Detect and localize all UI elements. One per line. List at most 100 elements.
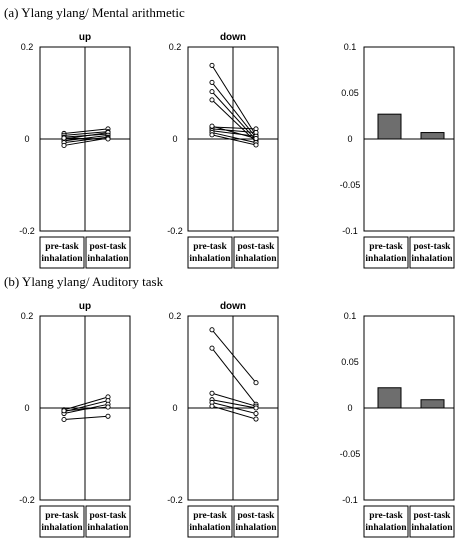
- x-tick-label: inhalation: [189, 523, 231, 533]
- data-point-pre: [209, 403, 215, 409]
- category-box: [39, 236, 85, 269]
- category-box: [233, 236, 279, 269]
- data-point-post: [105, 136, 111, 142]
- data-point-pre: [209, 327, 215, 333]
- x-tick-label: post-task: [414, 242, 452, 252]
- panel-a: (a) Ylang ylang/ Mental arithmetic up 0.2 0…: [4, 5, 455, 269]
- bar-post-task: [420, 399, 445, 409]
- y-tick-label: 0.05: [341, 88, 359, 98]
- x-tick-label: post-task: [90, 242, 128, 252]
- data-point-pre: [209, 79, 215, 85]
- y-tick-label: 0: [24, 134, 29, 144]
- series-segment: [211, 99, 257, 143]
- panel-title: (b) Ylang ylang/ Auditory task: [4, 274, 164, 289]
- x-tick-label: inhalation: [87, 523, 129, 533]
- series-line: [209, 399, 259, 417]
- data-point-pre: [61, 135, 67, 141]
- series-line: [61, 413, 111, 423]
- bar-pre-task: [377, 113, 402, 140]
- series-line: [209, 123, 259, 142]
- series-segment: [63, 415, 109, 420]
- y-tick-label: 0: [347, 403, 352, 413]
- x-tick-label: post-task: [238, 242, 276, 252]
- x-category-box-pre-task: pre-task inhalation: [187, 236, 233, 269]
- category-box: [409, 236, 455, 269]
- y-tick-label: 0.2: [169, 311, 182, 321]
- series-segment: [211, 132, 257, 144]
- category-box: [85, 505, 131, 538]
- bar-chart: 0.10.050-0.05-0.1pre-taskinhalationpost-…: [340, 311, 455, 538]
- x-category-box-pre-task: pre-task inhalation: [39, 505, 85, 538]
- category-box: [39, 505, 85, 538]
- series-segment: [211, 125, 257, 140]
- x-tick-label: inhalation: [235, 523, 277, 533]
- y-tick-label: 0.2: [169, 42, 182, 52]
- data-point-pre: [209, 123, 215, 129]
- bar-chart: 0.10.050-0.05-0.1pre-taskinhalationpost-…: [340, 42, 455, 269]
- data-point-post: [105, 413, 111, 419]
- y-tick-label: 0: [347, 134, 352, 144]
- data-point-post: [105, 404, 111, 410]
- data-point-pre: [209, 132, 215, 138]
- data-point-pre: [61, 416, 67, 423]
- bar-post-task: [420, 132, 445, 140]
- y-tick-label: -0.2: [19, 495, 35, 505]
- category-box: [363, 236, 409, 269]
- y-tick-label: -0.05: [340, 449, 361, 459]
- series-segment: [63, 128, 109, 134]
- x-category-box-post-task: post-task inhalation: [85, 505, 131, 538]
- y-tick-label: -0.2: [167, 495, 183, 505]
- line-chart-down: down 0.2 0 -0.2 pre-task inhalation post-task i…: [167, 301, 279, 538]
- x-tick-label: pre-task: [45, 511, 79, 521]
- series-segment: [63, 137, 109, 140]
- series-line: [61, 404, 111, 414]
- x-category-box-post-task: post-task inhalation: [233, 505, 279, 538]
- series-segment: [211, 392, 257, 407]
- series-segment: [211, 130, 257, 137]
- y-tick-label: 0: [172, 134, 177, 144]
- x-tick-label: inhalation: [235, 254, 277, 264]
- data-point-post: [253, 135, 259, 142]
- series-segment: [211, 128, 257, 134]
- x-tick-label: inhalation: [365, 254, 407, 264]
- x-tick-label: inhalation: [41, 523, 83, 533]
- y-tick-label: -0.1: [342, 226, 358, 236]
- x-tick-label: pre-task: [369, 242, 403, 252]
- x-category-box-pre-task: pre-task inhalation: [39, 236, 85, 269]
- data-point-pre: [209, 62, 215, 68]
- y-tick-label: 0.05: [341, 357, 359, 367]
- x-tick-label: inhalation: [411, 523, 453, 533]
- data-point-post: [253, 405, 259, 411]
- data-point-post: [253, 380, 259, 386]
- data-point-pre: [209, 390, 215, 396]
- y-tick-label: -0.2: [19, 226, 35, 236]
- data-point-pre: [61, 142, 67, 148]
- data-point-pre: [209, 345, 215, 351]
- x-tick-label: post-task: [90, 511, 128, 521]
- y-tick-label: -0.2: [167, 226, 183, 236]
- series-segment: [63, 131, 109, 136]
- series-segment: [63, 396, 109, 411]
- x-tick-label: inhalation: [189, 254, 231, 264]
- category-box: [363, 505, 409, 538]
- series-segment: [211, 399, 257, 409]
- data-point-post: [253, 410, 259, 417]
- x-tick-label: post-task: [414, 511, 452, 521]
- category-box: [409, 505, 455, 538]
- panel-b: (b) Ylang ylang/ Auditory task up 0.2 0 -0.2…: [4, 274, 455, 538]
- x-tick-label: pre-task: [193, 511, 227, 521]
- series-segment: [211, 134, 257, 146]
- x-tick-label: inhalation: [87, 254, 129, 264]
- series-segment: [63, 136, 109, 144]
- x-category-box-pre-task: pre-task inhalation: [187, 505, 233, 538]
- series-line: [61, 135, 111, 142]
- data-point-post: [253, 142, 259, 148]
- series-line: [61, 398, 111, 415]
- panel-title: (a) Ylang ylang/ Mental arithmetic: [4, 5, 185, 20]
- bar-pre-task: [377, 387, 402, 409]
- series-line: [209, 403, 259, 422]
- series-line: [209, 62, 259, 138]
- x-tick-label: pre-task: [369, 511, 403, 521]
- line-chart-up: up 0.2 0 -0.2 pre-task inhalation post-task inh…: [19, 32, 131, 269]
